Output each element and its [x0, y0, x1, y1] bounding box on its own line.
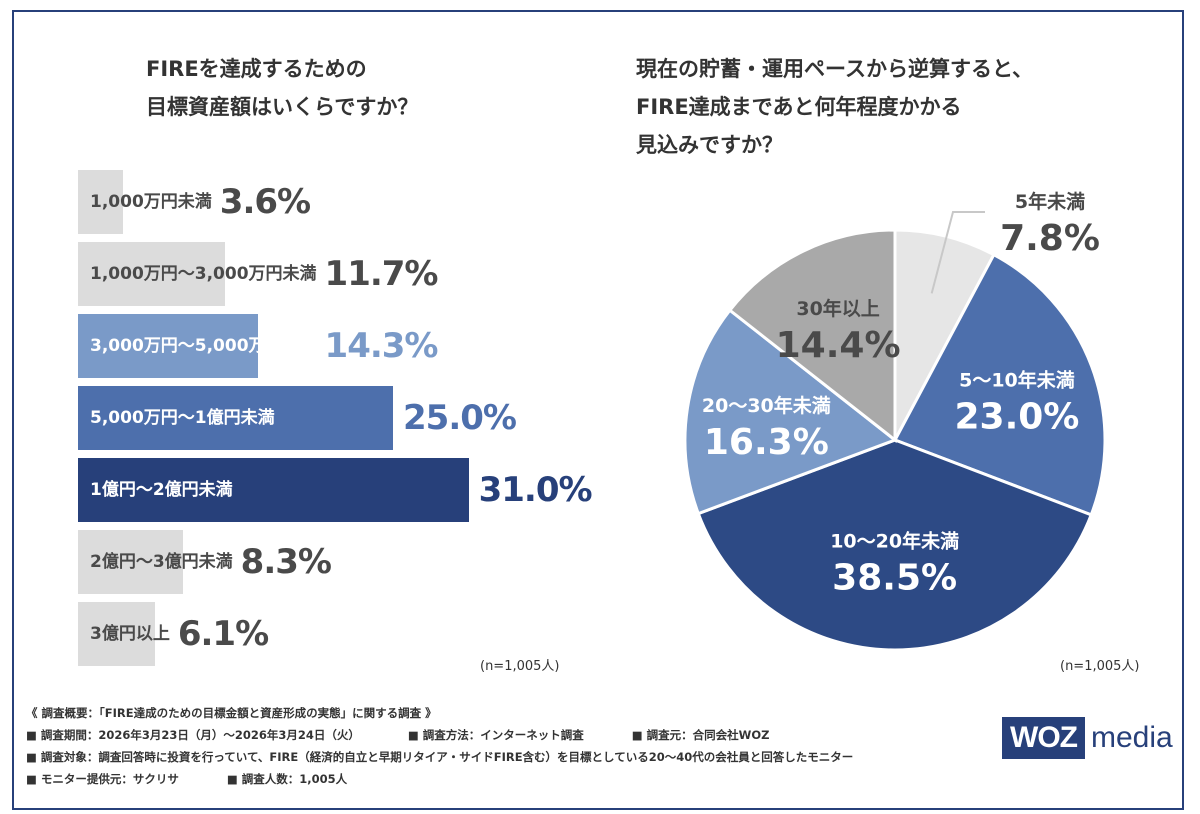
bar-value-label: 31.0% — [478, 470, 593, 510]
bar-value-label: 14.3% — [324, 326, 439, 366]
pie-category-label: 30年以上 — [796, 297, 879, 320]
pie-value-label: 38.5% — [832, 557, 957, 598]
bar — [78, 530, 183, 594]
bar — [78, 242, 226, 306]
pie-category-label: 5〜10年未満 — [959, 368, 1075, 391]
left-chart-title: FIREを達成するための 目標資産額はいくらですか？ — [146, 50, 418, 126]
footer-survey-title: 《 調査概要：「FIRE達成のための目標金額と資産形成の実態」に関する調査 》 — [26, 706, 437, 720]
footer-count: ■ 調査人数：1,005人 — [226, 772, 348, 786]
footer-method: ■ 調査方法：インターネット調査 — [407, 728, 584, 742]
pie-value-label: 14.4% — [776, 325, 901, 366]
right-sample-size: (n=1,005人) — [1060, 659, 1140, 674]
bar — [78, 386, 393, 450]
left-title-line-1: FIREを達成するための — [146, 57, 367, 81]
bar-category-label: 3,000万円〜5,000万円未満 — [90, 336, 317, 356]
pie-category-label: 5年未満 — [1015, 190, 1085, 213]
right-chart-title: 現在の貯蓄・運用ペースから逆算すると、 FIRE達成まであと何年程度かかる 見込… — [636, 50, 1033, 164]
bar — [78, 458, 469, 522]
bar — [78, 602, 155, 666]
bar-category-label: 5,000万円〜1億円未満 — [90, 408, 275, 428]
left-title-line-2: 目標資産額はいくらですか？ — [146, 95, 419, 119]
woz-media-logo: WOZ media — [1002, 716, 1173, 760]
footer-period: ■ 調査期間：2026年3月23日（月）〜2026年3月24日（火） — [26, 728, 360, 742]
bar-category-label: 1,000万円未満 — [90, 192, 212, 212]
left-sample-size: (n=1,005人) — [480, 659, 560, 674]
footer-target: ■ 調査対象：調査回答時に投資を行っていて、FIRE（経済的自立と早期リタイア・… — [26, 750, 854, 764]
footer-source: ■ 調査元：合同会社WOZ — [631, 728, 770, 742]
bar-category-label: 1億円〜2億円未満 — [90, 480, 233, 500]
bar-value-label: 11.7% — [324, 254, 439, 294]
pie-value-label: 16.3% — [704, 422, 829, 463]
bar-value-label: 25.0% — [403, 398, 517, 438]
pie-chart: 5年未満 7.8% 5〜10年未満 23.0% 10〜20年未満 38.5% 20〜30年未… — [683, 190, 1107, 650]
pie-leader-line — [930, 211, 985, 294]
pie-value-label: 23.0% — [954, 396, 1079, 437]
logo-woz: WOZ — [1002, 717, 1085, 759]
bar — [78, 170, 124, 234]
footer-provider-row: ■ モニター提供元：サクリサ ■ 調査人数：1,005人 — [26, 771, 395, 787]
bar — [78, 314, 259, 378]
pie-category-label: 20〜30年未満 — [702, 394, 831, 417]
footer-survey-meta: ■ 調査期間：2026年3月23日（月）〜2026年3月24日（火） ■ 調査方法… — [26, 727, 817, 743]
logo-media: media — [1090, 721, 1173, 754]
pie-category-label: 10〜20年未満 — [830, 529, 959, 552]
pie-slice — [892, 252, 1107, 517]
right-title-line-1: 現在の貯蓄・運用ペースから逆算すると、 — [636, 57, 1034, 81]
footer-provider: ■ モニター提供元：サクリサ — [26, 772, 179, 786]
right-title-line-2: FIRE達成まであと何年程度かかる — [636, 95, 962, 119]
bar-value-label: 6.1% — [177, 614, 269, 654]
bar-category-label: 1,000万円〜3,000万円未満 — [90, 264, 317, 284]
bar-category-label: 3億円以上 — [90, 624, 170, 644]
pie-slice — [683, 308, 899, 516]
bar-value-label: 3.6% — [219, 182, 311, 222]
bar-value-label: 8.3% — [240, 542, 332, 582]
bar-category-label: 2億円〜3億円未満 — [90, 552, 233, 572]
pie-slice — [727, 228, 897, 444]
right-title-line-3: 見込みですか？ — [636, 133, 783, 157]
pie-value-label: 7.8% — [1000, 218, 1100, 259]
pie-slice — [696, 438, 1094, 650]
